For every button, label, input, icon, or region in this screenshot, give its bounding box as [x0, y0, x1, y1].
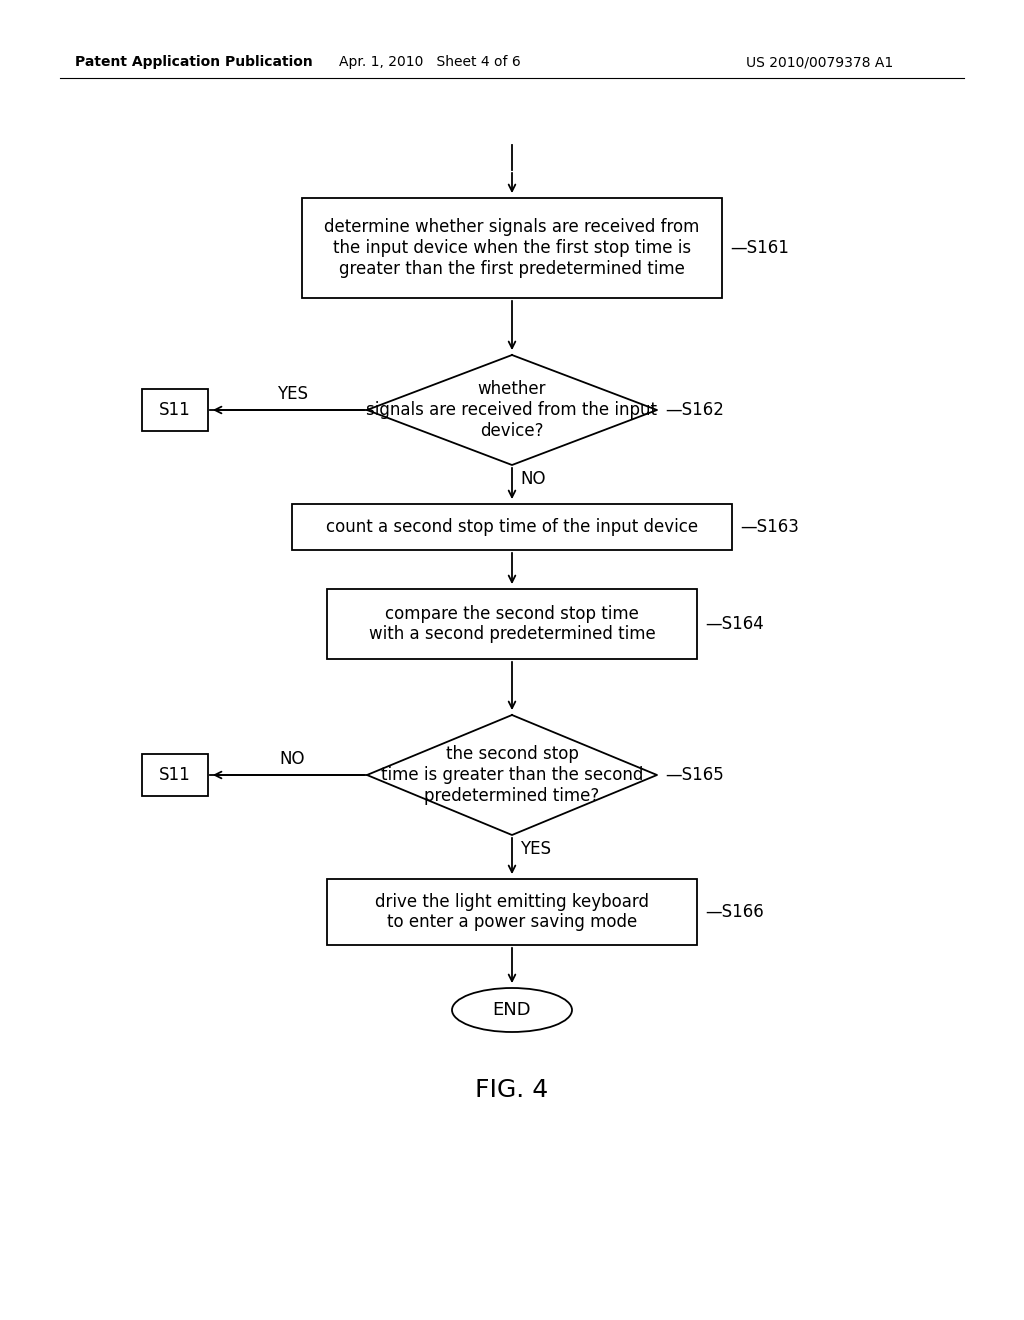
Text: Apr. 1, 2010   Sheet 4 of 6: Apr. 1, 2010 Sheet 4 of 6	[339, 55, 521, 69]
Text: YES: YES	[278, 385, 308, 403]
Bar	[142, 754, 208, 796]
Text: US 2010/0079378 A1: US 2010/0079378 A1	[746, 55, 894, 69]
Bar	[292, 504, 732, 550]
Text: compare the second stop time
with a second predetermined time: compare the second stop time with a seco…	[369, 605, 655, 643]
Ellipse shape	[452, 987, 572, 1032]
Text: the second stop
time is greater than the second
predetermined time?: the second stop time is greater than the…	[381, 746, 643, 805]
Text: —S165: —S165	[665, 766, 724, 784]
Bar	[327, 589, 697, 659]
Text: YES: YES	[520, 840, 551, 858]
Bar	[142, 389, 208, 432]
Text: drive the light emitting keyboard
to enter a power saving mode: drive the light emitting keyboard to ent…	[375, 892, 649, 932]
Text: S11: S11	[159, 401, 190, 418]
Bar	[327, 879, 697, 945]
Text: count a second stop time of the input device: count a second stop time of the input de…	[326, 517, 698, 536]
Text: whether
signals are received from the input
device?: whether signals are received from the in…	[367, 380, 657, 440]
Text: —S164: —S164	[705, 615, 764, 634]
Text: —S163: —S163	[740, 517, 799, 536]
Text: determine whether signals are received from
the input device when the first stop: determine whether signals are received f…	[325, 218, 699, 277]
Text: Patent Application Publication: Patent Application Publication	[75, 55, 312, 69]
Text: NO: NO	[520, 470, 546, 488]
Text: —S162: —S162	[665, 401, 724, 418]
Text: NO: NO	[280, 750, 305, 768]
Text: S11: S11	[159, 766, 190, 784]
Text: —S161: —S161	[730, 239, 788, 257]
Text: —S166: —S166	[705, 903, 764, 921]
Text: FIG. 4: FIG. 4	[475, 1078, 549, 1102]
Bar	[302, 198, 722, 298]
Text: END: END	[493, 1001, 531, 1019]
